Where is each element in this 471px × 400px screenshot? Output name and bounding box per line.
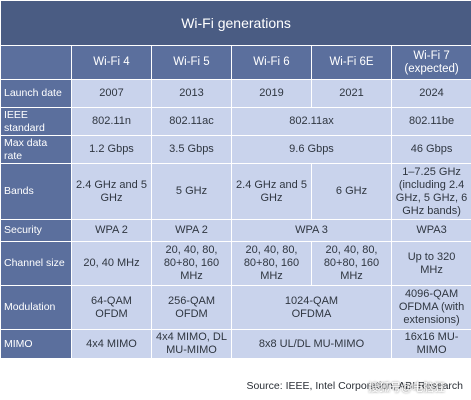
channel-wifi6-line: 20, 40, 80, (245, 244, 298, 256)
mimo-wifi5-line: MU-MIMO (166, 344, 217, 356)
cell-modulation-wifi7: 4096-QAM OFDMA (with extensions) (390, 285, 471, 330)
cell-max-rate-wifi4: 1.2 Gbps (71, 135, 152, 164)
cell-bands-wifi4: 2.4 GHz and 5 GHz (71, 163, 152, 220)
modulation-wifi6-6e-line: OFDMA (291, 307, 332, 320)
channel-wifi6-line: MHz (260, 270, 283, 282)
table-row: MIMO 4x4 MIMO 4x4 MIMO, DL MU-MIMO 8x8 U… (0, 329, 471, 359)
cell-channel-wifi5: 20, 40, 80, 80+80, 160 MHz (151, 241, 232, 286)
channel-wifi5-line: 80+80, 160 (163, 257, 220, 269)
mimo-wifi7-line: MIMO (416, 344, 447, 356)
table-row: Bands 2.4 GHz and 5 GHz 5 GHz 2.4 GHz an… (0, 163, 471, 220)
modulation-wifi6-6e-line: 1024-QAM (284, 294, 339, 307)
row-label-max-rate: Max data rate (0, 135, 72, 164)
cell-bands-wifi7: 1–7.25 GHz (including 2.4 GHz, 5 GHz, 6 … (390, 163, 471, 220)
row-label-channel: Channel size (0, 241, 72, 286)
bands-wifi7-line: (including 2.4 (398, 178, 465, 191)
cell-modulation-wifi4: 64-QAM OFDM (71, 285, 152, 330)
cell-channel-wifi7: Up to 320 MHz (390, 241, 471, 286)
modulation-wifi4-line: OFDM (95, 307, 128, 320)
channel-wifi6e-line: 20, 40, 80, (325, 244, 378, 256)
modulation-wifi5-line: 256-QAM (167, 294, 216, 307)
table-title: Wi-Fi generations (0, 0, 471, 46)
mimo-wifi5-line: 4x4 MIMO, DL (156, 331, 227, 343)
cell-launch-wifi6: 2019 (231, 79, 312, 108)
channel-wifi6e-line: MHz (340, 270, 363, 282)
mimo-wifi7-line: 16x16 MU- (404, 331, 459, 343)
bands-wifi7-line: 1–7.25 GHz (402, 165, 461, 178)
cell-mimo-wifi4: 4x4 MIMO (71, 329, 152, 359)
modulation-wifi4-line: 64-QAM (91, 294, 132, 307)
cell-launch-wifi6e: 2021 (311, 79, 392, 108)
cell-modulation-wifi6-6e: 1024-QAM OFDMA (231, 285, 392, 330)
cell-bands-wifi5: 5 GHz (151, 163, 232, 220)
table-row: IEEE standard 802.11n 802.11ac 802.11ax … (0, 107, 471, 136)
row-label-ieee: IEEE standard (0, 107, 72, 136)
cell-max-rate-wifi6-6e: 9.6 Gbps (231, 135, 392, 164)
cell-bands-wifi6: 2.4 GHz and 5 GHz (231, 163, 312, 220)
cell-ieee-wifi5: 802.11ac (151, 107, 232, 136)
cell-max-rate-wifi5: 3.5 Gbps (151, 135, 232, 164)
cell-security-wifi4: WPA 2 (71, 219, 152, 242)
modulation-wifi7-line: extensions) (403, 314, 460, 326)
header-wifi6e: Wi-Fi 6E (311, 45, 392, 80)
cell-ieee-wifi6-6e: 802.11ax (231, 107, 392, 136)
row-label-security: Security (0, 219, 72, 242)
row-label-bands: Bands (0, 163, 72, 220)
cell-launch-wifi5: 2013 (151, 79, 232, 108)
table-row: Launch date 2007 2013 2019 2021 2024 (0, 79, 471, 108)
table-row: Modulation 64-QAM OFDM 256-QAM OFDM 1024… (0, 285, 471, 330)
cell-modulation-wifi5: 256-QAM OFDM (151, 285, 232, 330)
bands-wifi7-line: GHz, 5 GHz, 6 (395, 191, 468, 204)
source-note: Source: IEEE, Intel Corporation, ABI Res… (246, 380, 463, 392)
cell-channel-wifi6e: 20, 40, 80, 80+80, 160 MHz (311, 241, 392, 286)
cell-mimo-wifi5: 4x4 MIMO, DL MU-MIMO (151, 329, 232, 359)
cell-security-wifi7: WPA3 (390, 219, 471, 242)
header-corner (0, 45, 72, 80)
cell-launch-wifi4: 2007 (71, 79, 152, 108)
header-wifi4: Wi-Fi 4 (71, 45, 152, 80)
header-wifi6: Wi-Fi 6 (231, 45, 312, 80)
row-label-mimo: MIMO (0, 329, 72, 359)
row-label-modulation: Modulation (0, 285, 72, 330)
header-wifi7: Wi-Fi 7 (expected) (390, 45, 471, 80)
cell-mimo-wifi7: 16x16 MU- MIMO (390, 329, 471, 359)
table-row: Max data rate 1.2 Gbps 3.5 Gbps 9.6 Gbps… (0, 135, 471, 164)
channel-wifi5-line: 20, 40, 80, (165, 244, 218, 256)
header-wifi5: Wi-Fi 5 (151, 45, 232, 80)
cell-mimo-wifi6-6e: 8x8 UL/DL MU-MIMO (231, 329, 392, 359)
cell-channel-wifi6: 20, 40, 80, 80+80, 160 MHz (231, 241, 312, 286)
wifi-generations-table: Wi-Fi generations Wi-Fi 4 Wi-Fi 5 Wi-Fi … (0, 0, 471, 359)
watermark-text: 搜狐号@电脑狂 (368, 382, 446, 394)
cell-max-rate-wifi7: 46 Gbps (390, 135, 471, 164)
cell-ieee-wifi7: 802.11be (390, 107, 471, 136)
modulation-wifi7-line: 4096-QAM (404, 288, 459, 300)
modulation-wifi7-line: OFDMA (with (398, 301, 465, 313)
cell-security-wifi6-6e: WPA 3 (231, 219, 392, 242)
channel-wifi6-line: 80+80, 160 (243, 257, 300, 269)
cell-channel-wifi4: 20, 40 MHz (71, 241, 152, 286)
cell-launch-wifi7: 2024 (390, 79, 471, 108)
table-row: Security WPA 2 WPA 2 WPA 3 WPA3 (0, 219, 471, 242)
header-wifi7-note: (expected) (404, 62, 459, 75)
channel-wifi6e-line: 80+80, 160 (323, 257, 380, 269)
header-wifi7-name: Wi-Fi 7 (413, 49, 450, 62)
cell-security-wifi5: WPA 2 (151, 219, 232, 242)
bands-wifi7-line: GHz bands) (402, 204, 461, 217)
modulation-wifi5-line: OFDM (175, 307, 208, 320)
cell-bands-wifi6e: 6 GHz (311, 163, 392, 220)
channel-wifi5-line: MHz (180, 270, 203, 282)
cell-ieee-wifi4: 802.11n (71, 107, 152, 136)
row-label-launch: Launch date (0, 79, 72, 108)
table-row: Channel size 20, 40 MHz 20, 40, 80, 80+8… (0, 241, 471, 286)
